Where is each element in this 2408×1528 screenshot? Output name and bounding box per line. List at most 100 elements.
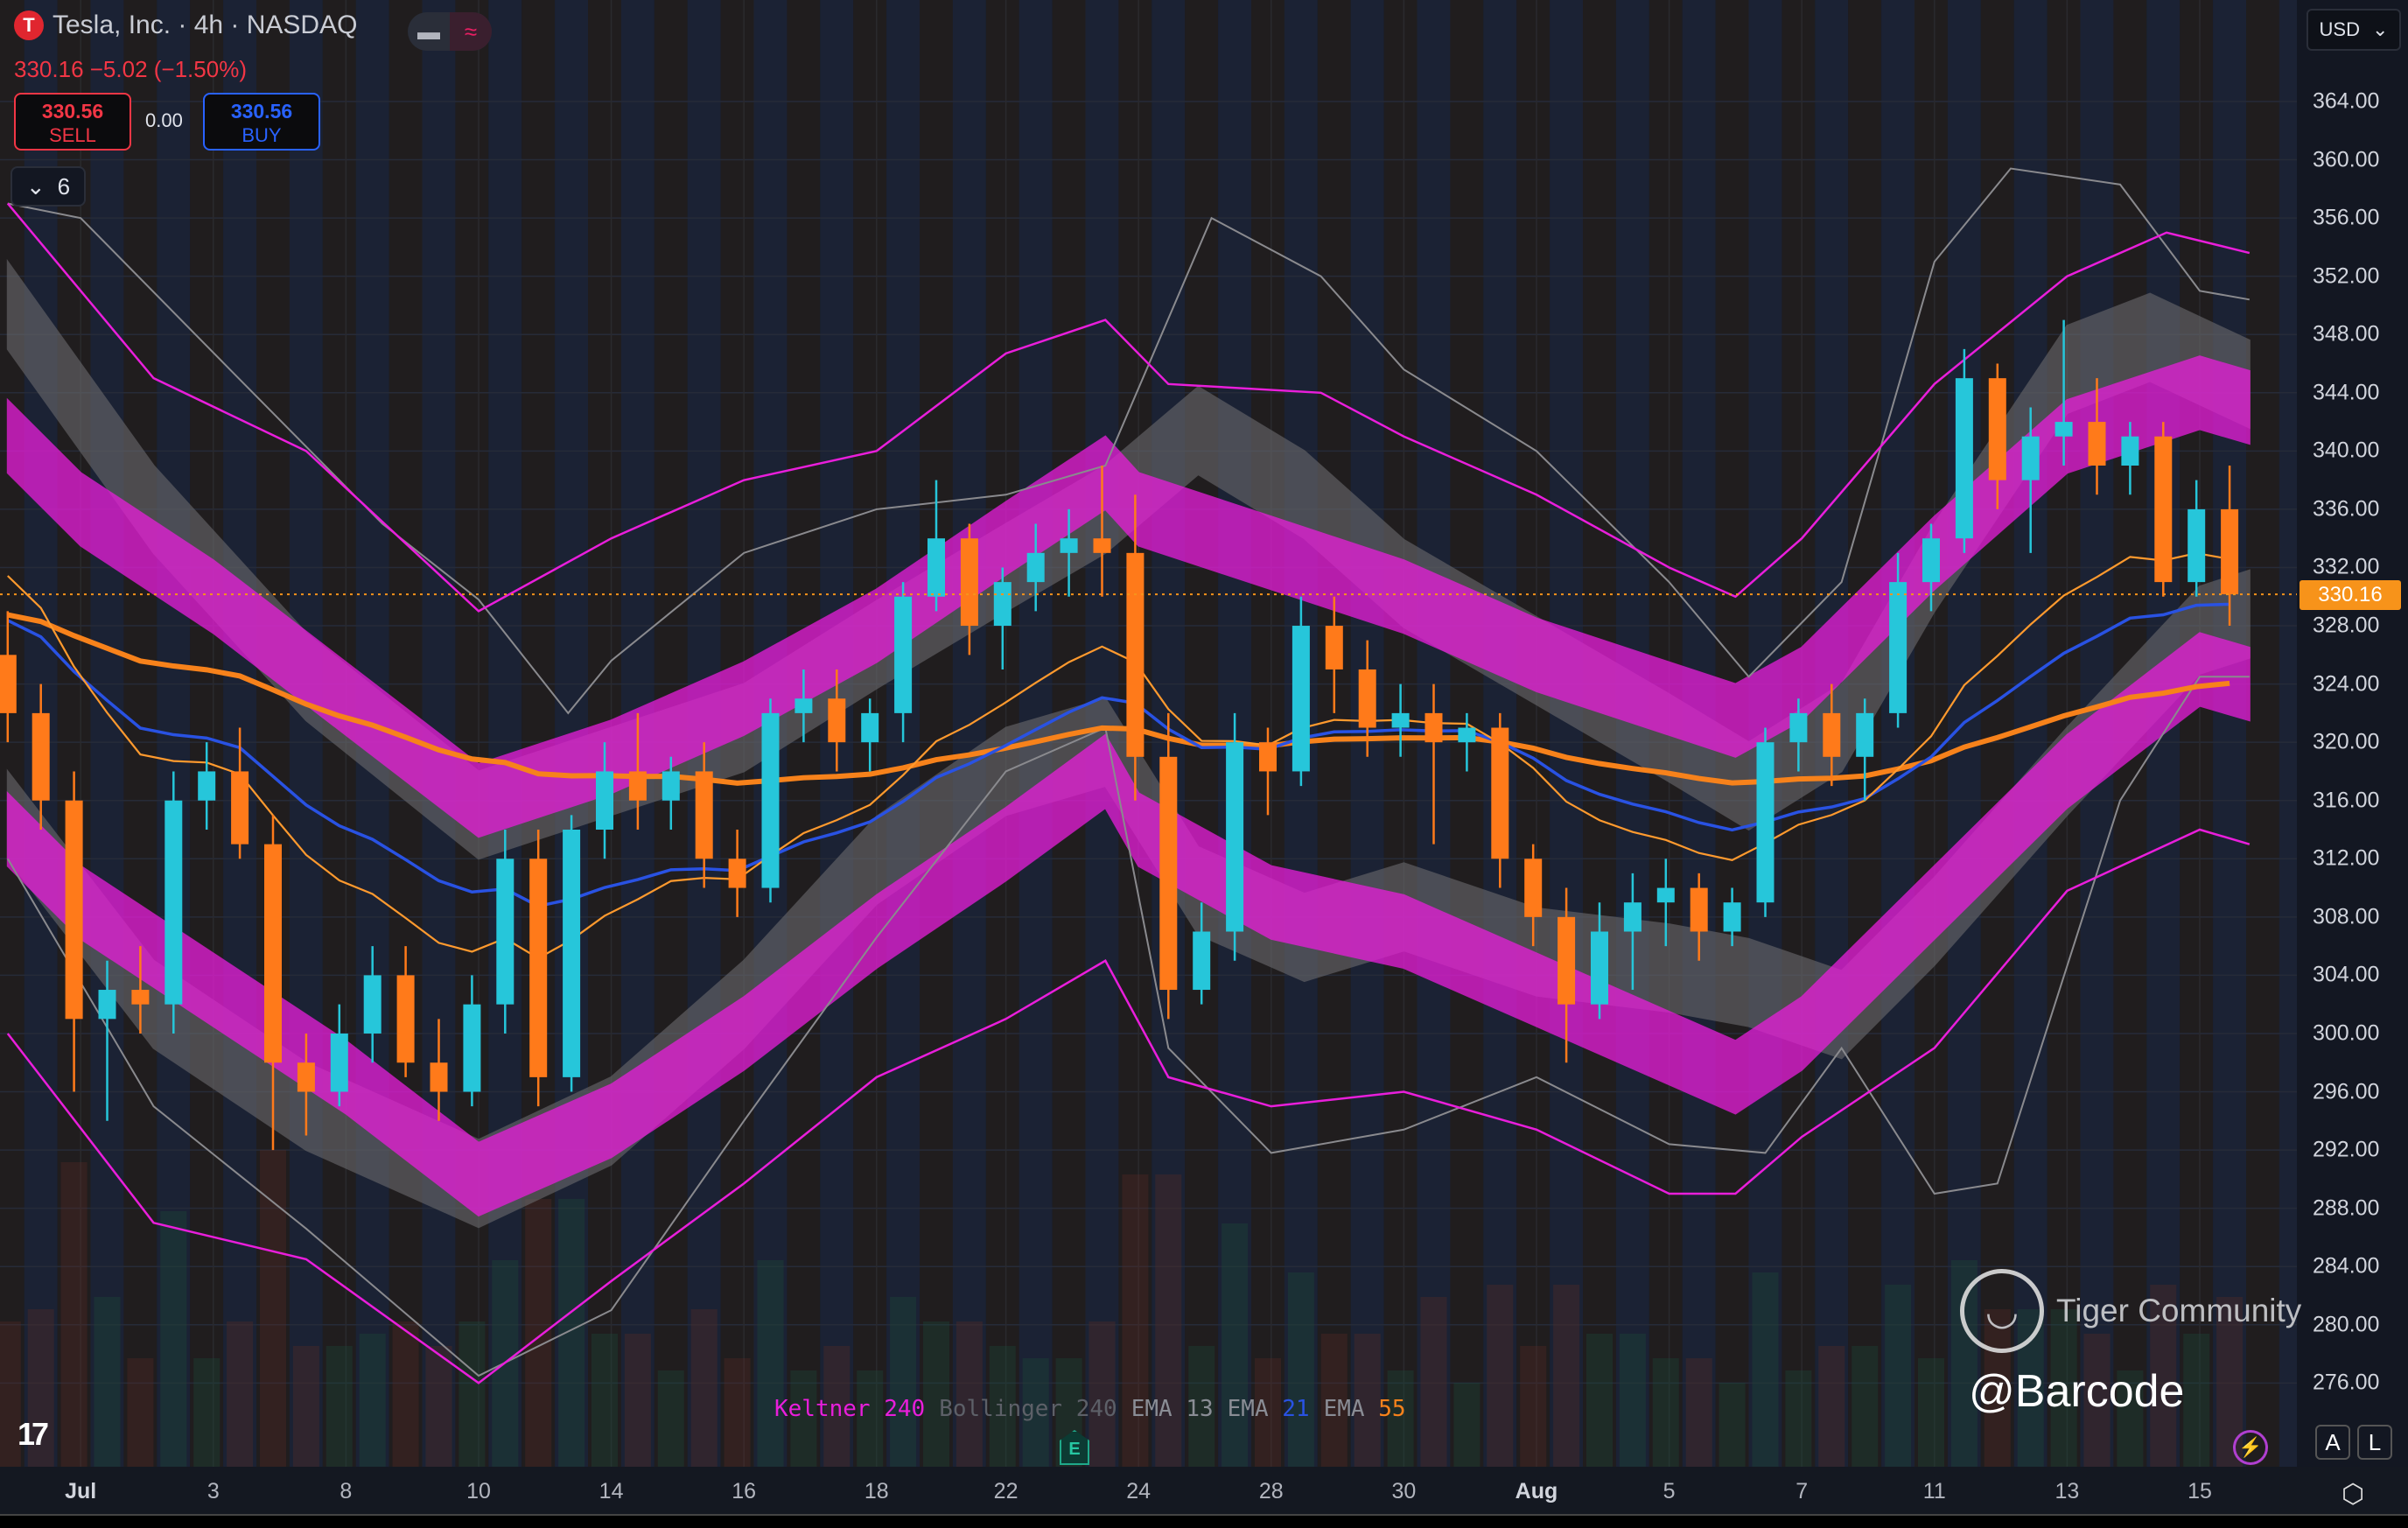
session-stripe bbox=[920, 0, 953, 1467]
price-tick: 324.00 bbox=[2313, 671, 2380, 697]
lightning-icon[interactable]: ⚡ bbox=[2233, 1430, 2268, 1465]
session-stripe bbox=[1550, 0, 1584, 1467]
candle-body bbox=[1458, 727, 1476, 743]
legend-item[interactable]: EMA 13 bbox=[1131, 1395, 1214, 1423]
candle-body bbox=[861, 712, 879, 743]
bollinger-upper-line bbox=[7, 167, 2250, 715]
price-tick: 300.00 bbox=[2313, 1020, 2380, 1046]
candle-body bbox=[1060, 538, 1078, 553]
ema-55-line bbox=[7, 612, 2230, 786]
legend-param: 240 bbox=[870, 1396, 926, 1422]
session-stripe bbox=[190, 0, 224, 1467]
time-tick: 8 bbox=[340, 1479, 353, 1503]
volume-bar bbox=[359, 1334, 386, 1467]
tradingview-logo-icon[interactable]: 17 bbox=[18, 1416, 49, 1452]
indicator-count: 6 bbox=[57, 172, 71, 200]
sell-button[interactable]: 330.56 SELL bbox=[14, 93, 131, 151]
candle-body bbox=[563, 830, 581, 1077]
volume-bar bbox=[127, 1358, 154, 1467]
session-stripe bbox=[1516, 0, 1550, 1467]
candle-body bbox=[1789, 712, 1808, 743]
symbol-header[interactable]: T Tesla, Inc. · 4h · NASDAQ bbox=[14, 11, 357, 40]
time-tick: 16 bbox=[732, 1479, 757, 1503]
minus-icon[interactable]: ▬ bbox=[417, 18, 440, 45]
buy-button[interactable]: 330.56 BUY bbox=[203, 93, 320, 151]
candle-body bbox=[2154, 436, 2173, 583]
volume-bar bbox=[956, 1321, 983, 1467]
volume-bar bbox=[657, 1370, 684, 1467]
legend-item[interactable]: Keltner 240 bbox=[774, 1395, 925, 1423]
user-watermark: @Barcode bbox=[1969, 1366, 2185, 1417]
session-stripe bbox=[289, 0, 323, 1467]
price-axis[interactable]: 364.00 360.00 356.00 352.00 348.00 344.00 340.… bbox=[2297, 0, 2408, 1467]
candle-body bbox=[297, 1062, 315, 1092]
candle-body bbox=[894, 596, 913, 713]
currency-select[interactable]: USD ⌄ bbox=[2306, 9, 2401, 51]
session-stripe bbox=[2278, 0, 2297, 1467]
indicators-collapse-button[interactable]: ⌄ 6 bbox=[10, 166, 86, 207]
candle-body bbox=[1690, 887, 1708, 932]
chevron-down-icon: ⌄ bbox=[2372, 18, 2389, 40]
wave-icon[interactable]: ≈ bbox=[450, 12, 492, 51]
price-tick: 344.00 bbox=[2313, 380, 2380, 405]
session-stripe bbox=[455, 0, 489, 1467]
volume-bar bbox=[1918, 1358, 1944, 1467]
price-change: 330.16 −5.02 (−1.50%) bbox=[14, 56, 247, 82]
volume-bar bbox=[724, 1358, 751, 1467]
candle-body bbox=[396, 975, 415, 1063]
volume-bar bbox=[2183, 1334, 2210, 1467]
time-tick: 24 bbox=[1126, 1479, 1152, 1503]
legend-item[interactable]: EMA 55 bbox=[1324, 1395, 1406, 1423]
buy-price: 330.56 bbox=[230, 100, 293, 123]
session-stripe bbox=[57, 0, 91, 1467]
ema-21-line bbox=[7, 602, 2230, 908]
indicator-legend: Keltner 240 Bollinger 240 EMA 13 EMA 21 EMA … bbox=[774, 1395, 1406, 1423]
session-stripe bbox=[1881, 0, 1915, 1467]
volume-bar bbox=[260, 1150, 286, 1467]
price-tick: 336.00 bbox=[2313, 496, 2380, 522]
time-tick: Aug bbox=[1515, 1479, 1558, 1503]
legend-item[interactable]: EMA 21 bbox=[1228, 1395, 1310, 1423]
keltner-lower-band bbox=[6, 632, 2250, 1217]
time-axis[interactable]: Jul 3 8 10 14 16 18 22 24 28 30 Aug 5 7 11 13 15 bbox=[0, 1467, 2408, 1516]
candle-body bbox=[98, 990, 116, 1020]
candle-body bbox=[1193, 931, 1211, 991]
settings-gear-icon[interactable]: ⬡ bbox=[2342, 1480, 2365, 1509]
price-tick: 356.00 bbox=[2313, 205, 2380, 230]
candle-body bbox=[1524, 859, 1543, 917]
volume-bar bbox=[790, 1370, 817, 1467]
candle-body bbox=[794, 698, 813, 713]
volume-bar bbox=[2150, 1285, 2177, 1467]
session-stripe bbox=[2180, 0, 2214, 1467]
auto-scale-button[interactable]: A bbox=[2315, 1425, 2350, 1460]
session-stripe bbox=[2213, 0, 2247, 1467]
volume-bar bbox=[923, 1321, 949, 1467]
candle-body bbox=[761, 712, 780, 888]
legend-name: EMA bbox=[1227, 1396, 1269, 1422]
candle-body bbox=[628, 771, 647, 801]
candle-body bbox=[2221, 508, 2239, 595]
price-chart[interactable] bbox=[0, 0, 2297, 1467]
candle-body bbox=[2088, 422, 2106, 466]
candle-body bbox=[529, 859, 548, 1077]
candle-body bbox=[1491, 727, 1509, 859]
legend-item[interactable]: Bollinger 240 bbox=[939, 1395, 1117, 1423]
log-scale-button[interactable]: L bbox=[2357, 1425, 2392, 1460]
candle-body bbox=[928, 538, 945, 597]
volume-bar bbox=[1752, 1272, 1779, 1467]
price-tick: 276.00 bbox=[2313, 1370, 2380, 1395]
keltner-upper-band bbox=[6, 355, 2250, 838]
candle-body bbox=[1623, 902, 1642, 932]
chart-style-toggle[interactable]: ▬ ≈ bbox=[408, 12, 492, 51]
candle-body bbox=[662, 771, 680, 801]
candle-body bbox=[1159, 756, 1178, 991]
buy-label: BUY bbox=[242, 124, 282, 146]
volume-bar bbox=[1320, 1334, 1348, 1467]
candle-body bbox=[496, 859, 514, 1005]
time-tick: 3 bbox=[206, 1479, 220, 1503]
volume-bar bbox=[1420, 1297, 1447, 1467]
candle-body bbox=[363, 975, 382, 1034]
price-tick: 288.00 bbox=[2313, 1195, 2380, 1221]
candle-body bbox=[993, 582, 1012, 627]
volume-bar bbox=[1387, 1370, 1414, 1467]
